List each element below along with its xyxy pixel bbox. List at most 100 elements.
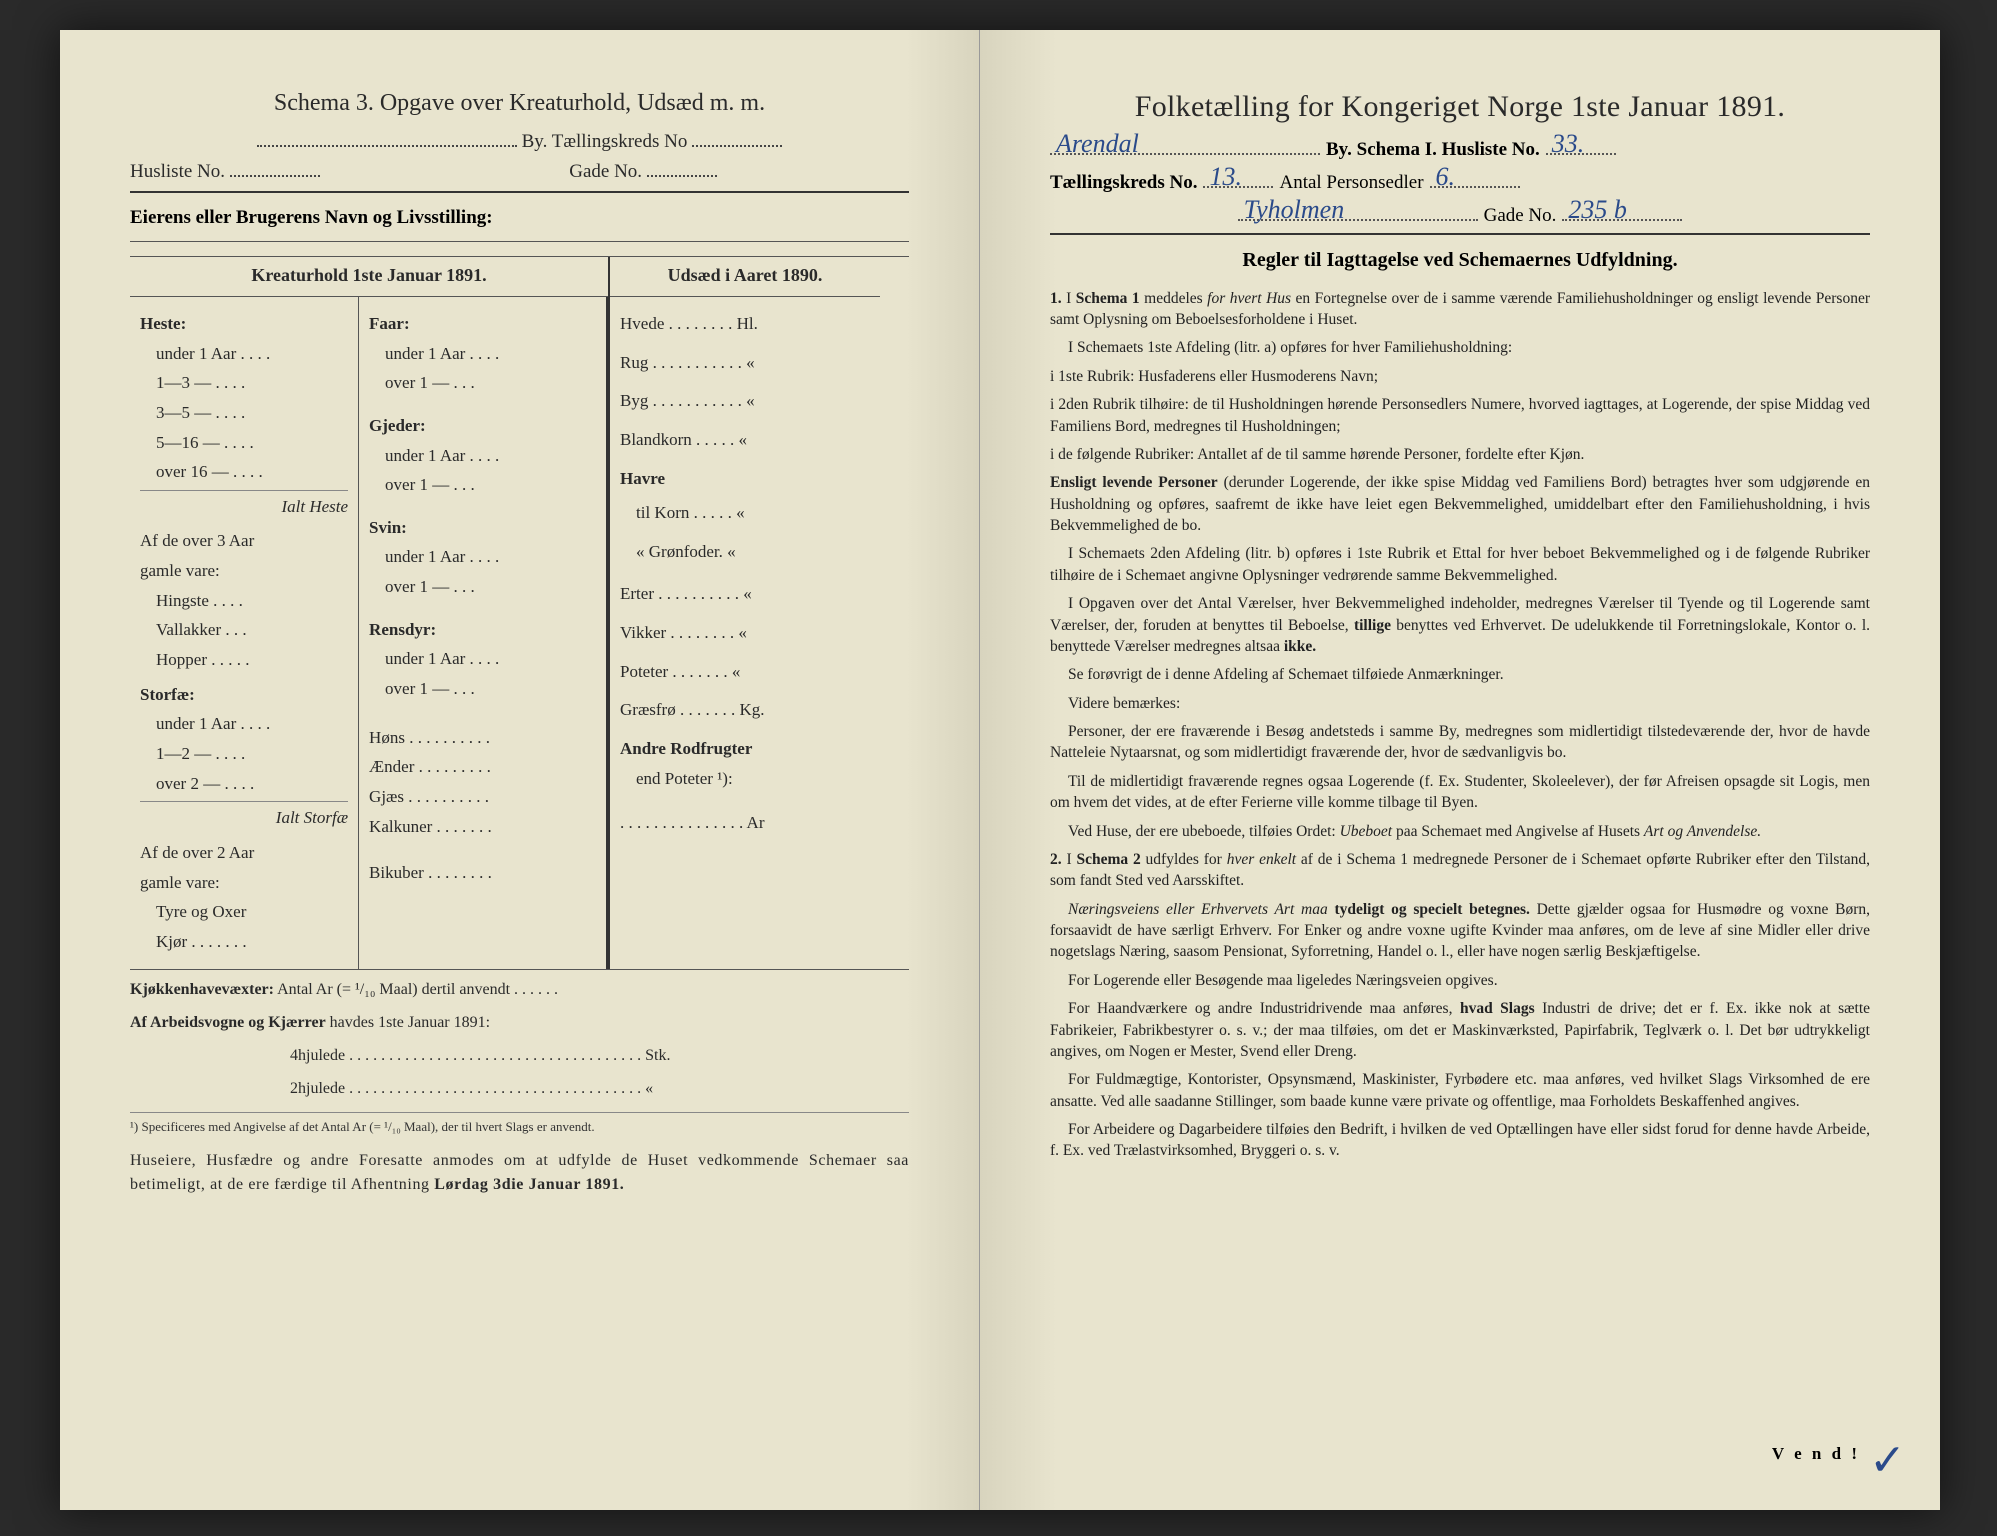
havre-label: Havre [620,467,870,492]
p: I Opgaven over det Antal Værelser, hver … [1050,593,1870,657]
p: I Schemaets 1ste Afdeling (litr. a) opfø… [1050,337,1870,358]
left-page: Schema 3. Opgave over Kreaturhold, Udsæd… [60,30,980,1510]
row: over 1 — . . . [369,575,596,600]
faar-label: Faar: [369,312,596,337]
rule [1050,233,1870,235]
row: Andre Rodfrugter [620,737,870,762]
kreatur-table: Kreaturhold 1ste Januar 1891. Heste: und… [130,256,909,970]
vend-label: V e n d ! [1772,1444,1860,1464]
storfae-label: Storfæ: [140,683,348,708]
row: Hopper . . . . . [140,648,348,673]
row: over 1 — . . . [369,677,596,702]
rules-body: 1. I Schema 1 meddeles for hvert Hus en … [1050,288,1870,1162]
kreatur-head: Kreaturhold 1ste Januar 1891. [130,257,608,297]
p: For Arbeidere og Dagarbeidere tilføies d… [1050,1119,1870,1162]
col-heste: Heste: under 1 Aar . . . . 1—3 — . . . .… [130,297,359,969]
footnote: ¹) Specificeres med Angivelse af det Ant… [130,1112,909,1135]
p: i de følgende Rubriker: Antallet af de t… [1050,444,1870,465]
rensdyr-label: Rensdyr: [369,618,596,643]
by-schema-label: By. Schema I. Husliste No. [1326,139,1540,161]
row: under 1 Aar . . . . [369,342,596,367]
gjeder-label: Gjeder: [369,414,596,439]
rule [130,241,909,242]
row: under 1 Aar . . . . [140,342,348,367]
row: under 1 Aar . . . . [369,444,596,469]
row: Byg . . . . . . . . . . . « [620,389,870,414]
row: 1—3 — . . . . [140,371,348,396]
row: end Poteter ¹): [620,767,870,792]
row: Af de over 3 Aar [140,529,348,554]
row: Vikker . . . . . . . . « [620,621,870,646]
row: Vallakker . . . [140,618,348,643]
right-page: Folketælling for Kongeriget Norge 1ste J… [980,30,1940,1510]
p: Videre bemærkes: [1050,693,1870,714]
row: Kalkuner . . . . . . . [369,815,596,840]
row: Hvede . . . . . . . . Hl. [620,312,870,337]
col-faar: Faar: under 1 Aar . . . . over 1 — . . .… [359,297,608,969]
by-line: By. Tællingskreds No [130,131,909,153]
p: i 1ste Rubrik: Husfaderens eller Husmode… [1050,366,1870,387]
row: 3—5 — . . . . [140,401,348,426]
svin-label: Svin: [369,516,596,541]
p: For Fuldmægtige, Kontorister, Opsynsmænd… [1050,1069,1870,1112]
ialt-heste: Ialt Heste [140,490,348,520]
row: Gjæs . . . . . . . . . . [369,785,596,810]
p: Næringsveiens eller Erhvervets Art maa t… [1050,899,1870,963]
arbeidsvogne-line: Af Arbeidsvogne og Kjærrer havdes 1ste J… [130,1011,909,1036]
hjul2: 2hjulede . . . . . . . . . . . . . . . .… [130,1077,909,1102]
kjokken-line: Kjøkkenhavevæxter: Kjøkkenhavevæxter: An… [130,978,909,1003]
antal-label: Antal Personsedler [1279,172,1423,194]
husliste-line: Husliste No. Gade No. [130,161,909,183]
row: til Korn . . . . . « [620,501,870,526]
row: Erter . . . . . . . . . . « [620,582,870,607]
schema3-title: Schema 3. Opgave over Kreaturhold, Udsæd… [130,90,909,117]
p: Ved Huse, der ere ubeboede, tilføies Ord… [1050,821,1870,842]
hjul4: 4hjulede . . . . . . . . . . . . . . . .… [130,1044,909,1069]
closing-text: Huseiere, Husfædre og andre Foresatte an… [130,1149,909,1199]
p: I Schemaets 2den Afdeling (litr. b) opfø… [1050,543,1870,586]
husliste-label: Husliste No. [130,161,225,182]
row: Hingste . . . . [140,589,348,614]
gadeno-hand: 235 b [1568,195,1627,225]
row: Tyre og Oxer [140,900,348,925]
gade-row: Tyholmen Gade No. 235 b [1050,200,1870,227]
husliste-no-hand: 33. [1552,129,1585,159]
row: under 1 Aar . . . . [369,545,596,570]
row: over 2 — . . . . [140,772,348,797]
row: Ænder . . . . . . . . . [369,755,596,780]
row: gamle vare: [140,559,348,584]
town-row: Arendal By. Schema I. Husliste No. 33. [1050,134,1870,161]
row: under 1 Aar . . . . [140,712,348,737]
tk-row: Tællingskreds No. 13. Antal Personsedler… [1050,167,1870,194]
p: Ensligt levende Personer (derunder Loger… [1050,472,1870,536]
p: 2. I Schema 2 udfyldes for hver enkelt a… [1050,849,1870,892]
row: over 16 — . . . . [140,460,348,485]
p: Personer, der ere fraværende i Besøg and… [1050,721,1870,764]
row: over 1 — . . . [369,473,596,498]
regler-heading: Regler til Iagttagelse ved Schemaernes U… [1050,249,1870,272]
heste-label: Heste: [140,312,348,337]
row: under 1 Aar . . . . [369,647,596,672]
row: . . . . . . . . . . . . . . . Ar [620,811,870,836]
row: Blandkorn . . . . . « [620,428,870,453]
checkmark-hand: ✓ [1869,1435,1906,1486]
row: « Grønfoder. « [620,540,870,565]
rule [130,191,909,193]
row: 5—16 — . . . . [140,431,348,456]
gade-label: Gade No. [569,161,642,182]
row: 1—2 — . . . . [140,742,348,767]
book-spread: Schema 3. Opgave over Kreaturhold, Udsæd… [60,30,1940,1510]
row: Bikuber . . . . . . . . [369,861,596,886]
town-handwriting: Arendal [1056,129,1139,159]
closing-date: Lørdag 3die Januar 1891. [434,1176,624,1193]
udsaed-head: Udsæd i Aaret 1890. [610,257,880,297]
row: Rug . . . . . . . . . . . « [620,351,870,376]
p: For Haandværkere og andre Industridriven… [1050,998,1870,1062]
antal-hand: 6. [1436,162,1456,192]
row: Høns . . . . . . . . . . [369,726,596,751]
p: i 2den Rubrik tilhøire: de til Husholdni… [1050,394,1870,437]
row: Græsfrø . . . . . . . Kg. [620,698,870,723]
gade-no-label: Gade No. [1484,205,1557,227]
p: 1. I Schema 1 meddeles for hvert Hus en … [1050,288,1870,331]
p: For Logerende eller Besøgende maa ligele… [1050,970,1870,991]
